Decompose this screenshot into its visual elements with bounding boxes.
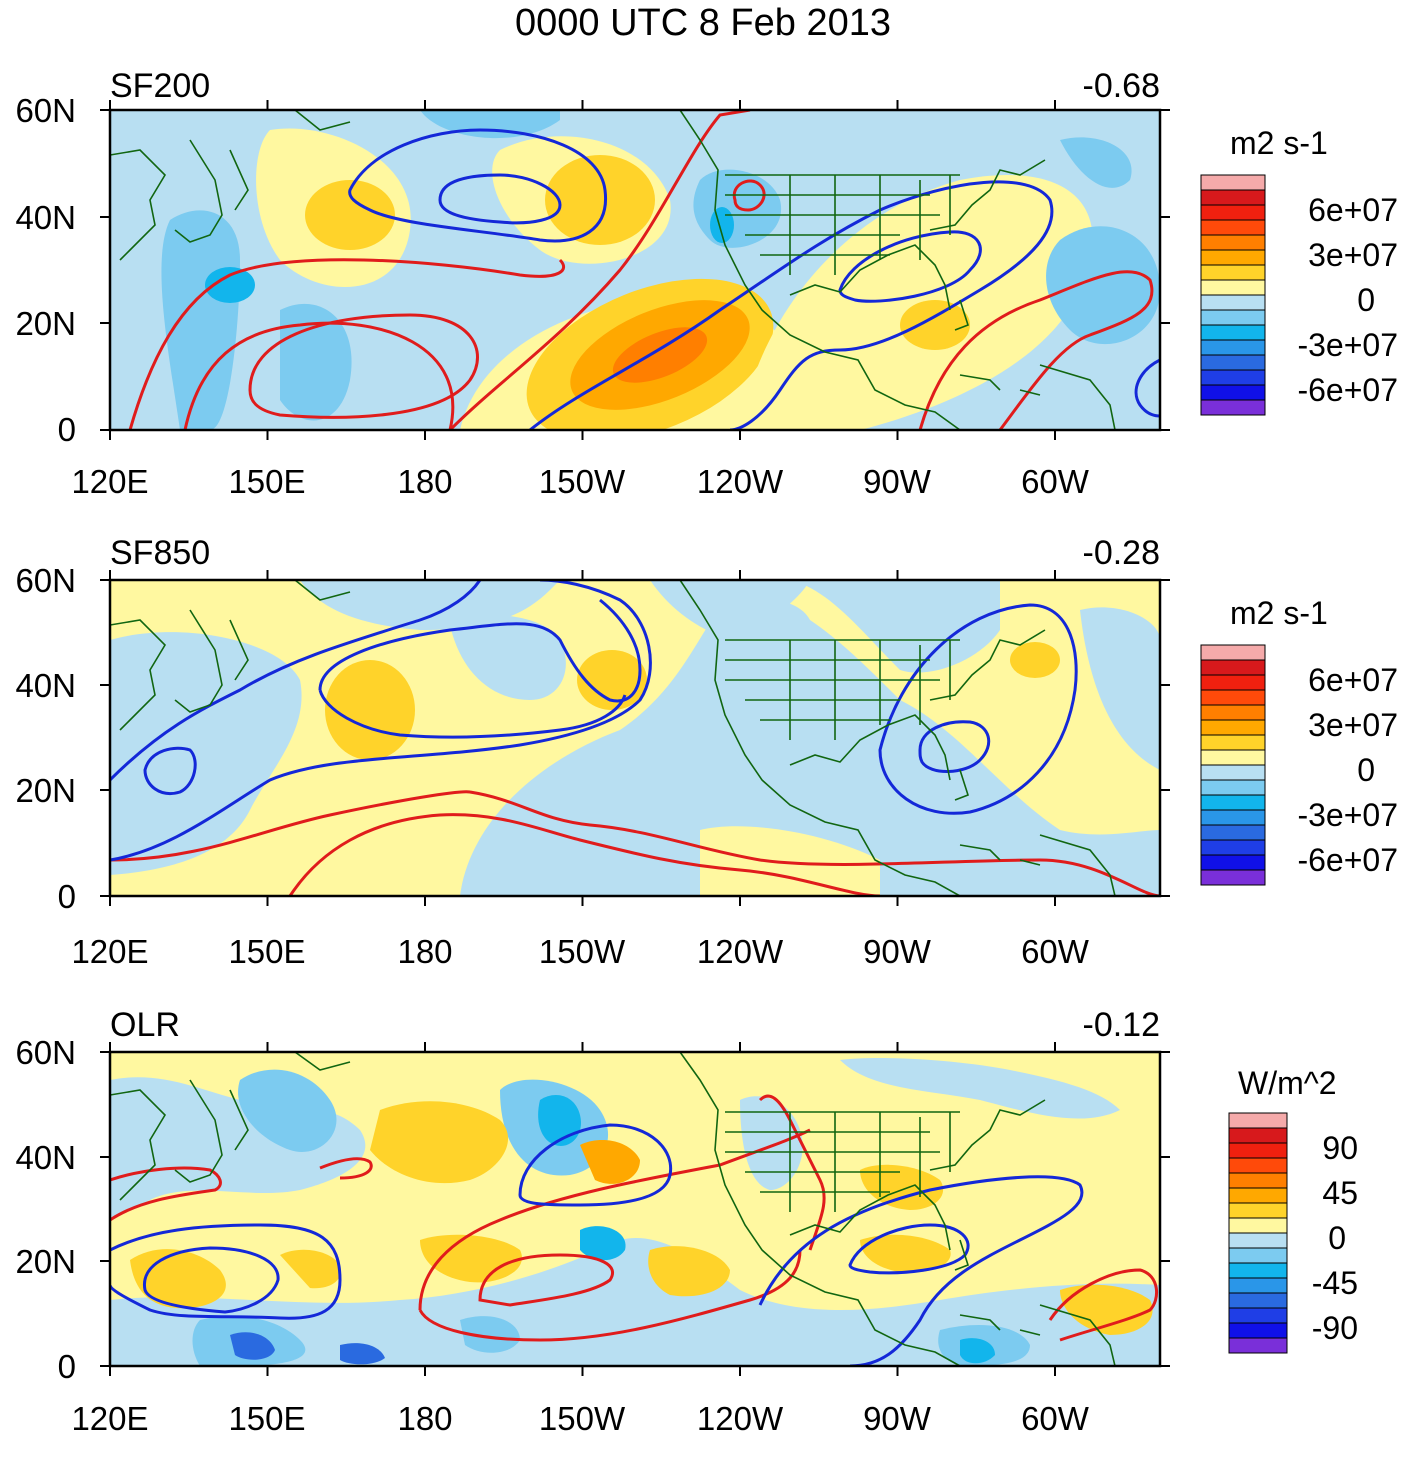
sf850-coastlines [110, 580, 1116, 896]
colorbar-cell [1200, 869, 1266, 886]
x-label-60w: 60W [1021, 463, 1090, 500]
sf200-panel-title: SF200 [110, 67, 210, 105]
olr-shading [110, 1052, 1160, 1366]
sf850-map: SF850 -0.28 60N 40N 20N 0 120E 150E 180 … [15, 534, 1170, 970]
y-label-0: 0 [58, 1348, 76, 1385]
sf200-correlation: -0.68 [1083, 67, 1161, 105]
sf850-x-ticks [100, 570, 1170, 906]
sf200-coastlines [110, 110, 1116, 430]
sf850-legend-label-3e7: 3e+07 [1308, 707, 1398, 743]
x-label-150e: 150E [228, 933, 305, 970]
olr-correlation: -0.12 [1083, 1006, 1161, 1044]
y-label-40n: 40N [15, 1139, 76, 1176]
sf200-map: SF200 -0.68 60N 40N 20N 0 120E 150E 180 … [15, 67, 1170, 500]
y-label-0: 0 [58, 411, 76, 448]
sf850-legend-label-neg3e7: -3e+07 [1297, 797, 1398, 833]
sf200-y-labels: 60N 40N 20N 0 [15, 92, 76, 448]
panel-olr: OLR -0.12 60N 40N 20N 0 120E 150E 180 15… [0, 1000, 1406, 1470]
olr-y-labels: 60N 40N 20N 0 [15, 1034, 76, 1385]
colorbar-cell [1228, 1112, 1288, 1129]
panel-sf200: SF200 -0.68 60N 40N 20N 0 120E 150E 180 … [0, 60, 1406, 530]
x-label-120w: 120W [697, 1400, 784, 1437]
olr-legend-label-0: 0 [1328, 1220, 1346, 1256]
x-label-180: 180 [397, 933, 452, 970]
y-label-20n: 20N [15, 772, 76, 809]
sf850-legend-label-neg6e7: -6e+07 [1297, 842, 1398, 878]
x-label-60w: 60W [1021, 933, 1090, 970]
sf200-legend-label-0: 0 [1357, 282, 1375, 318]
sf850-panel-title: SF850 [110, 534, 210, 572]
x-label-150w: 150W [539, 1400, 626, 1437]
y-label-40n: 40N [15, 667, 76, 704]
olr-coastlines [110, 1052, 1116, 1366]
x-label-180: 180 [397, 463, 452, 500]
sf200-legend-unit: m2 s-1 [1230, 125, 1328, 161]
x-label-90w: 90W [863, 933, 932, 970]
x-label-120w: 120W [697, 933, 784, 970]
sf850-y-labels: 60N 40N 20N 0 [15, 562, 76, 915]
sf200-x-labels: 120E 150E 180 150W 120W 90W 60W [71, 463, 1089, 500]
figure-title: 0000 UTC 8 Feb 2013 [514, 2, 891, 44]
sf850-x-labels: 120E 150E 180 150W 120W 90W 60W [71, 933, 1089, 970]
panel-sf850: SF850 -0.28 60N 40N 20N 0 120E 150E 180 … [0, 530, 1406, 1000]
sf200-legend-label-neg3e7: -3e+07 [1297, 327, 1398, 363]
sf200-colorbar [1200, 174, 1266, 416]
y-label-60n: 60N [15, 1034, 76, 1071]
y-label-0: 0 [58, 878, 76, 915]
olr-x-labels: 120E 150E 180 150W 120W 90W 60W [71, 1400, 1089, 1437]
olr-map: OLR -0.12 60N 40N 20N 0 120E 150E 180 15… [15, 1006, 1170, 1437]
x-label-150w: 150W [539, 933, 626, 970]
olr-legend-label-45: 45 [1322, 1175, 1358, 1211]
colorbar-cell [1200, 399, 1266, 416]
olr-panel-title: OLR [110, 1006, 180, 1044]
x-label-60w: 60W [1021, 1400, 1090, 1437]
sf200-legend-label-3e7: 3e+07 [1308, 237, 1398, 273]
sf200-legend-label-6e7: 6e+07 [1308, 192, 1398, 228]
x-label-180: 180 [397, 1400, 452, 1437]
x-label-150w: 150W [539, 463, 626, 500]
sf850-colorbar [1200, 644, 1266, 886]
sf200-shading [110, 110, 1160, 430]
x-label-150e: 150E [228, 463, 305, 500]
olr-contours [110, 1094, 1159, 1366]
sf200-x-ticks [100, 100, 1170, 440]
x-label-90w: 90W [863, 463, 932, 500]
x-label-120e: 120E [71, 1400, 148, 1437]
sf850-legend-label-6e7: 6e+07 [1308, 662, 1398, 698]
x-label-120e: 120E [71, 463, 148, 500]
sf200-legend-label-neg6e7: -6e+07 [1297, 372, 1398, 408]
sf200-contours [128, 110, 1160, 430]
sf850-shading [110, 580, 1160, 896]
olr-x-ticks [100, 1042, 1170, 1376]
olr-legend-label-neg45: -45 [1311, 1265, 1358, 1301]
y-label-60n: 60N [15, 562, 76, 599]
x-label-120e: 120E [71, 933, 148, 970]
sf850-legend-label-0: 0 [1357, 752, 1375, 788]
sf850-contours [110, 580, 1160, 896]
y-label-20n: 20N [15, 1243, 76, 1280]
x-label-120w: 120W [697, 463, 784, 500]
x-label-150e: 150E [228, 1400, 305, 1437]
olr-legend-label-90: 90 [1322, 1130, 1358, 1166]
olr-legend-label-neg90: -90 [1311, 1310, 1358, 1346]
sf850-correlation: -0.28 [1083, 534, 1161, 572]
colorbar-cell [1200, 174, 1266, 191]
olr-colorbar [1228, 1112, 1288, 1354]
y-label-20n: 20N [15, 305, 76, 342]
colorbar-cell [1200, 644, 1266, 661]
x-label-90w: 90W [863, 1400, 932, 1437]
y-label-40n: 40N [15, 199, 76, 236]
olr-legend-unit: W/m^2 [1238, 1065, 1337, 1101]
colorbar-cell [1228, 1337, 1288, 1354]
y-label-60n: 60N [15, 92, 76, 129]
sf850-legend-unit: m2 s-1 [1230, 595, 1328, 631]
